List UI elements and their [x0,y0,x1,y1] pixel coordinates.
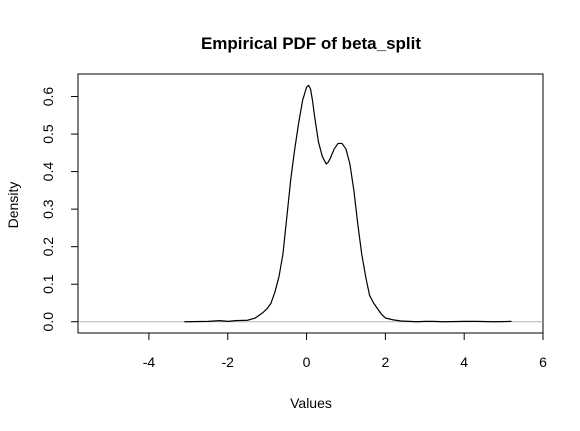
x-tick-label: 4 [460,354,468,370]
y-tick-label: 0.4 [40,162,56,182]
x-tick-label: 6 [539,354,547,370]
density-curve [184,84,512,323]
y-tick-label: 0.0 [40,312,56,332]
y-tick-label: 0.6 [40,87,56,107]
x-axis: -4 -2 0 2 4 6 [143,332,547,370]
x-tick-label: -2 [222,354,235,370]
chart-title: Empirical PDF of beta_split [201,34,421,53]
x-tick-label: 2 [381,354,389,370]
x-tick-label: -4 [143,354,156,370]
x-tick-label: 0 [303,354,311,370]
y-tick-label: 0.1 [40,274,56,294]
y-axis-label: Density [5,182,21,229]
x-axis-label: Values [290,395,332,411]
y-tick-label: 0.2 [40,237,56,257]
y-tick-label: 0.3 [40,199,56,219]
y-tick-label: 0.5 [40,124,56,144]
plot-frame [77,73,544,334]
y-axis: 0.0 0.1 0.2 0.3 0.4 0.5 0.6 [40,87,79,332]
